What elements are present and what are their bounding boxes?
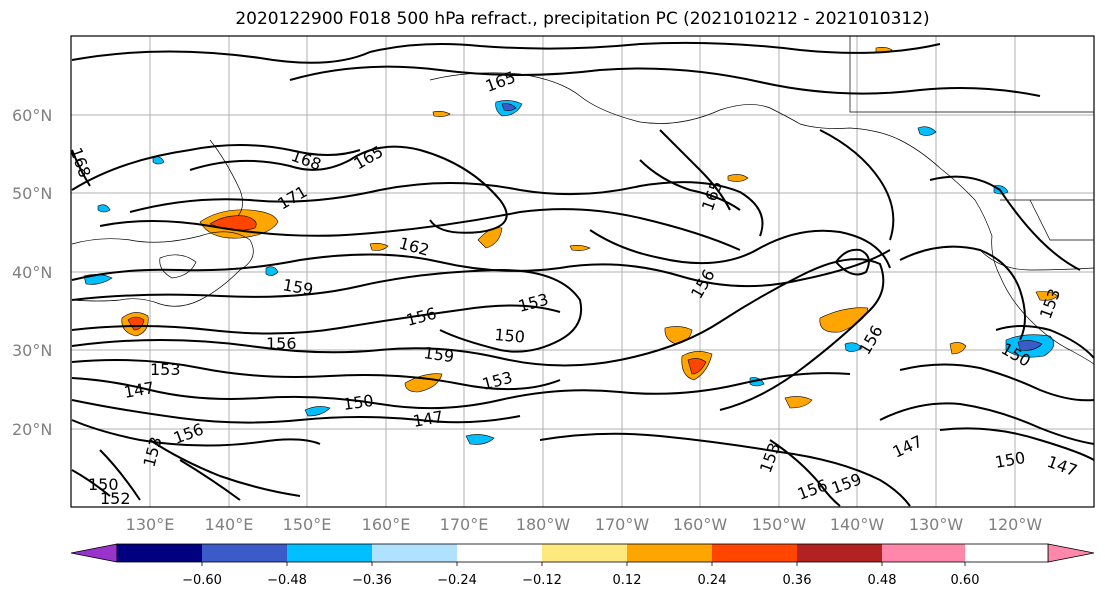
graticule xyxy=(71,36,1094,507)
colorbar-tick-label: −0.48 xyxy=(267,573,307,588)
contour-label: 159 xyxy=(829,469,864,497)
lon-label: 150°W xyxy=(752,515,807,534)
colorbar-tick-label: 0.36 xyxy=(783,573,812,588)
colorbar-ticks xyxy=(201,562,966,566)
contour-label: 153 xyxy=(756,440,784,475)
colorbar-segment xyxy=(372,544,457,562)
lat-label: 50°N xyxy=(12,184,52,203)
contour-label: 165 xyxy=(351,142,387,174)
contour-lines xyxy=(71,41,1094,507)
colorbar-tick-label: −0.36 xyxy=(352,573,392,588)
contour-label: 156 xyxy=(855,322,887,358)
lon-label: 130°E xyxy=(126,515,175,534)
colorbar-segment xyxy=(542,544,627,562)
lon-label: 170°W xyxy=(595,515,650,534)
lon-label: 120°W xyxy=(988,515,1043,534)
lon-label: 180°W xyxy=(516,515,571,534)
lon-label: 160°E xyxy=(362,515,411,534)
colorbar-extend-high xyxy=(1047,543,1095,563)
contour-label: 159 xyxy=(422,343,455,366)
colorbar-segment xyxy=(117,544,202,562)
lat-label: 30°N xyxy=(12,341,52,360)
colorbar: −0.60 −0.48 −0.36 −0.24 −0.12 0.12 0.24 … xyxy=(70,543,1095,588)
contour-label: 150 xyxy=(494,325,526,347)
contour-label: 147 xyxy=(890,431,926,461)
contour-label: 150 xyxy=(88,475,119,494)
colorbar-tick-label: −0.12 xyxy=(522,573,562,588)
lon-label: 130°W xyxy=(909,515,964,534)
contour-label: 150 xyxy=(993,448,1026,472)
contour-label: 147 xyxy=(411,407,444,431)
colorbar-tick-label: −0.24 xyxy=(437,573,477,588)
longitude-labels: 130°E 140°E 150°E 160°E 170°E 180°W 170°… xyxy=(126,515,1043,534)
colorbar-segment xyxy=(627,544,712,562)
coastlines xyxy=(71,36,1094,365)
colorbar-tick-label: 0.12 xyxy=(613,573,642,588)
contour-label: 156 xyxy=(171,419,206,447)
contour-label: 156 xyxy=(404,304,438,330)
lon-label: 160°W xyxy=(673,515,728,534)
colorbar-tick-label: 0.60 xyxy=(951,573,980,588)
contour-label: 156 xyxy=(795,475,830,503)
colorbar-tick-label: 0.48 xyxy=(868,573,897,588)
colorbar-outline xyxy=(116,543,1049,563)
contour-label: 147 xyxy=(1045,452,1080,480)
contour-label: 153 xyxy=(150,360,181,379)
contour-label: 152 xyxy=(100,489,131,508)
contour-label: 171 xyxy=(275,182,311,214)
map-frame xyxy=(70,35,1095,508)
contour-label: 150 xyxy=(342,391,375,414)
colorbar-segment xyxy=(287,544,372,562)
lon-label: 150°E xyxy=(283,515,332,534)
contour-label: 147 xyxy=(122,378,155,402)
contour-label: 165 xyxy=(483,67,518,95)
lat-label: 20°N xyxy=(12,420,52,439)
latitude-labels: 60°N 50°N 40°N 30°N 20°N xyxy=(12,106,52,439)
lon-label: 140°E xyxy=(205,515,254,534)
colorbar-segment xyxy=(965,544,1048,562)
precipitation-shading xyxy=(83,47,1059,445)
colorbar-segment xyxy=(882,544,965,562)
lon-label: 140°W xyxy=(830,515,885,534)
colorbar-segment xyxy=(712,544,797,562)
colorbar-tick-label: 0.24 xyxy=(698,573,727,588)
colorbar-segment xyxy=(457,544,542,562)
colorbar-segment xyxy=(202,544,287,562)
map-title: 2020122900 F018 500 hPa refract., precip… xyxy=(235,9,930,29)
colorbar-tick-label: −0.60 xyxy=(182,573,222,588)
lat-label: 60°N xyxy=(12,106,52,125)
contour-label: 168 xyxy=(289,146,324,174)
colorbar-segment xyxy=(797,544,882,562)
contour-label: 156 xyxy=(266,334,297,353)
colorbar-extend-low xyxy=(70,543,118,563)
lon-label: 170°E xyxy=(440,515,489,534)
lat-label: 40°N xyxy=(12,263,52,282)
contour-label: 153 xyxy=(516,290,550,316)
